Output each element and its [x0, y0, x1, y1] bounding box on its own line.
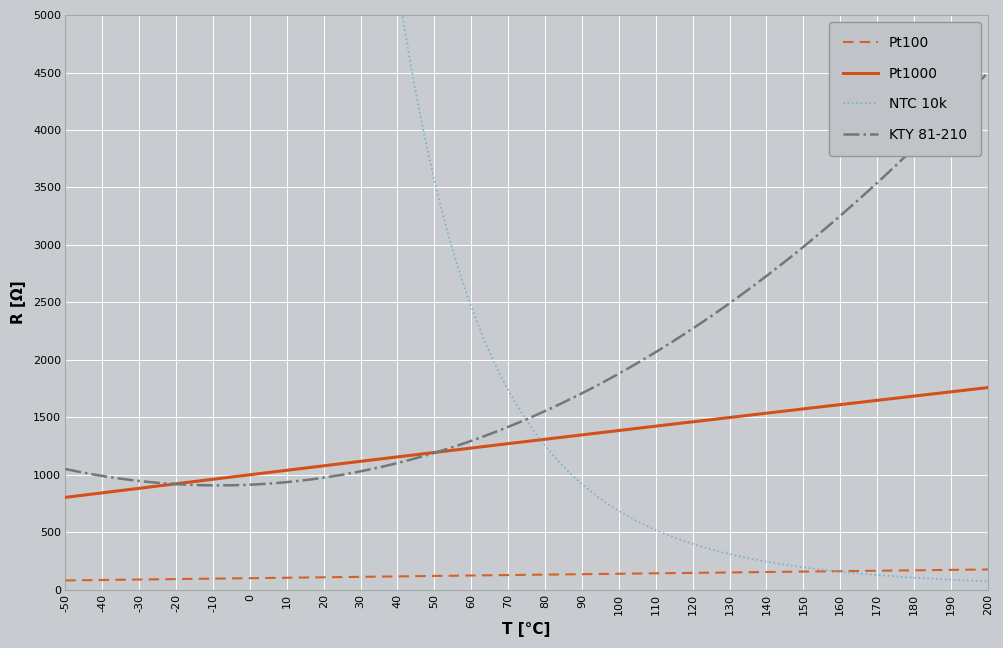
X-axis label: T [°C]: T [°C] — [502, 622, 551, 637]
Legend: Pt100, Pt1000, NTC 10k, KTY 81-210: Pt100, Pt1000, NTC 10k, KTY 81-210 — [828, 22, 980, 156]
Y-axis label: R [Ω]: R [Ω] — [11, 281, 26, 324]
